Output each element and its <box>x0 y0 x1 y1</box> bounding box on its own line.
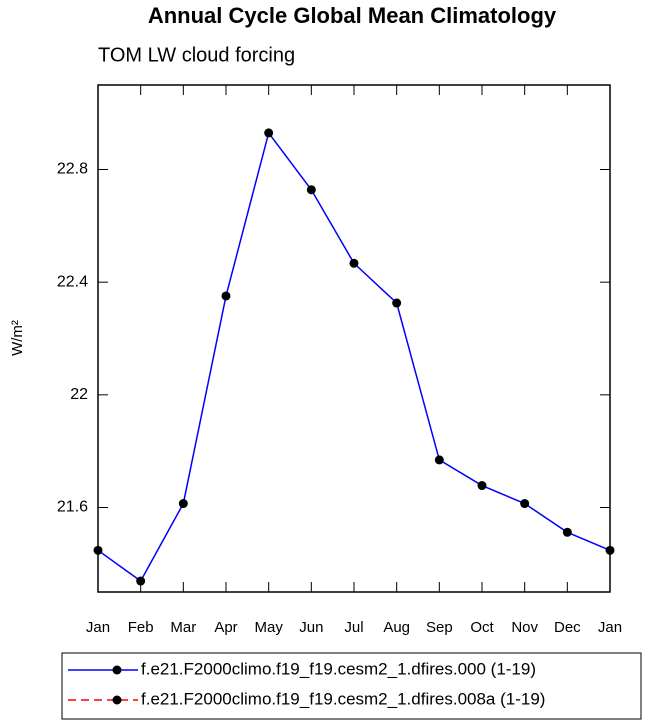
x-tick-label: May <box>254 619 283 636</box>
y-axis-label: W/m² <box>9 320 26 356</box>
x-tick-label: Dec <box>554 619 581 636</box>
data-point <box>221 291 231 301</box>
x-tick-label: Oct <box>470 619 494 636</box>
y-tick-label: 22 <box>70 386 88 403</box>
series-line <box>97 131 611 583</box>
data-point <box>93 545 103 555</box>
data-point <box>392 298 402 308</box>
data-point <box>562 527 572 537</box>
data-point <box>178 499 188 509</box>
x-tick-label: Sep <box>426 619 453 636</box>
x-tick-label: Feb <box>128 619 154 636</box>
plot-frame <box>97 84 611 593</box>
data-point <box>306 185 316 195</box>
data-point <box>605 545 615 555</box>
legend-marker <box>112 695 122 705</box>
x-tick-label: Mar <box>170 619 196 636</box>
x-tick-label: Aug <box>383 619 410 636</box>
legend-box <box>61 652 642 720</box>
legend-label: f.e21.F2000climo.f19_f19.cesm2_1.dfires.… <box>141 659 536 678</box>
x-tick-label: Jan <box>86 619 110 636</box>
y-tick-label: 22.8 <box>57 161 88 178</box>
x-tick-label: Apr <box>214 619 237 636</box>
data-point <box>520 499 530 509</box>
legend-label: f.e21.F2000climo.f19_f19.cesm2_1.dfires.… <box>141 689 545 708</box>
x-tick-label: Nov <box>511 619 538 636</box>
data-point <box>264 128 274 138</box>
data-point <box>434 455 444 465</box>
x-tick-label: Jun <box>299 619 323 636</box>
legend-marker <box>112 665 122 675</box>
y-tick-label: 22.4 <box>57 273 88 290</box>
y-tick-label: 21.6 <box>57 499 88 516</box>
chart-title: Annual Cycle Global Mean Climatology <box>148 3 557 28</box>
x-tick-label: Jan <box>598 619 622 636</box>
data-point <box>136 576 146 586</box>
data-point <box>477 481 487 491</box>
x-tick-label: Jul <box>344 619 363 636</box>
data-point <box>349 258 359 268</box>
chart-subtitle: TOM LW cloud forcing <box>98 44 295 66</box>
